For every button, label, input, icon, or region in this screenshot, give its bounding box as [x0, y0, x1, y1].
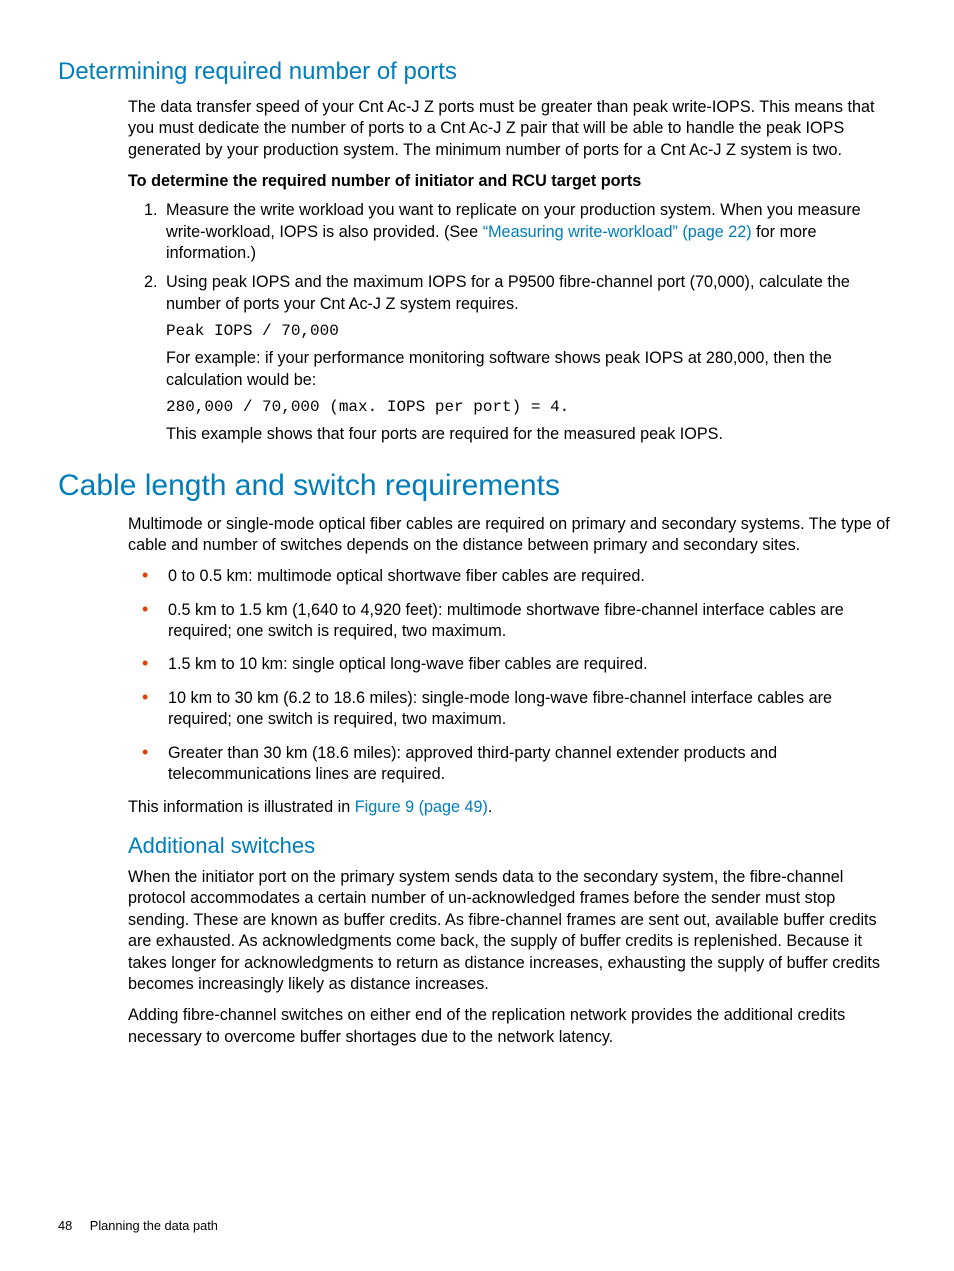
- section2-para2-a: This information is illustrated in: [128, 798, 355, 816]
- step2-code-1: Peak IOPS / 70,000: [166, 321, 896, 342]
- procedure-list: Measure the write workload you want to r…: [128, 200, 896, 445]
- section1-procedure-title: To determine the required number of init…: [128, 171, 896, 192]
- section2-para2-b: .: [488, 798, 493, 816]
- procedure-step-1: Measure the write workload you want to r…: [162, 200, 896, 264]
- procedure-step-2: Using peak IOPS and the maximum IOPS for…: [162, 272, 896, 445]
- cable-bullet-4: 10 km to 30 km (6.2 to 18.6 miles): sing…: [162, 688, 896, 731]
- cable-bullet-2: 0.5 km to 1.5 km (1,640 to 4,920 feet): …: [162, 600, 896, 643]
- section2-para2: This information is illustrated in Figur…: [128, 797, 896, 818]
- cable-bullet-3: 1.5 km to 10 km: single optical long-wav…: [162, 654, 896, 675]
- page-container: Determining required number of ports The…: [0, 0, 954, 1271]
- step2-para-1: For example: if your performance monitor…: [166, 348, 896, 391]
- measuring-write-workload-link[interactable]: “Measuring write-workload” (page 22): [483, 223, 752, 241]
- heading-cable-length: Cable length and switch requirements: [58, 468, 896, 504]
- page-number: 48: [58, 1218, 72, 1233]
- heading-additional-switches: Additional switches: [128, 833, 896, 859]
- section3-para1: When the initiator port on the primary s…: [128, 867, 896, 995]
- heading-determining-ports: Determining required number of ports: [58, 58, 896, 87]
- section3-para2: Adding fibre-channel switches on either …: [128, 1005, 896, 1048]
- section2-para1: Multimode or single-mode optical fiber c…: [128, 514, 896, 557]
- page-footer: 48 Planning the data path: [58, 1218, 218, 1233]
- step2-para-2: This example shows that four ports are r…: [166, 424, 896, 445]
- section1-para1: The data transfer speed of your Cnt Ac-J…: [128, 97, 896, 161]
- figure-9-link[interactable]: Figure 9 (page 49): [355, 798, 488, 816]
- cable-bullet-1: 0 to 0.5 km: multimode optical shortwave…: [162, 566, 896, 587]
- section2-body: Multimode or single-mode optical fiber c…: [128, 514, 896, 1049]
- step2-code-2: 280,000 / 70,000 (max. IOPS per port) = …: [166, 397, 896, 418]
- footer-section-title: Planning the data path: [90, 1218, 218, 1233]
- cable-bullet-5: Greater than 30 km (18.6 miles): approve…: [162, 743, 896, 786]
- step2-text-a: Using peak IOPS and the maximum IOPS for…: [166, 273, 850, 312]
- cable-requirements-list: 0 to 0.5 km: multimode optical shortwave…: [128, 566, 896, 785]
- section1-body: The data transfer speed of your Cnt Ac-J…: [128, 97, 896, 446]
